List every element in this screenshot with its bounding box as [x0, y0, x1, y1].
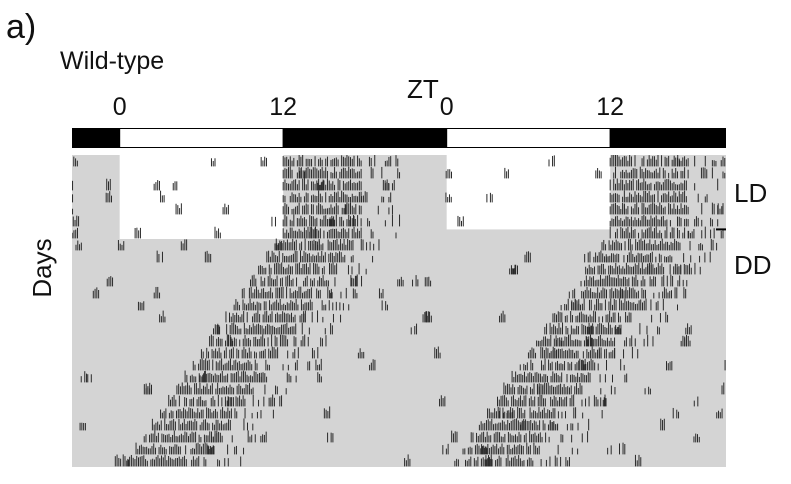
- activity-records: [72, 155, 726, 467]
- day-row: [192, 358, 726, 371]
- dark-period-bar: [609, 128, 726, 148]
- x-tick-label: 12: [596, 93, 625, 121]
- genotype-label: Wild-type: [60, 47, 165, 75]
- day-row: [106, 274, 688, 287]
- x-axis-title: ZT: [407, 74, 439, 104]
- day-row: [213, 322, 692, 335]
- day-row: [72, 202, 724, 215]
- day-row: [209, 334, 691, 347]
- day-row: [156, 250, 711, 263]
- x-tick-label: 0: [439, 93, 454, 121]
- day-row: [159, 310, 669, 323]
- y-axis-title: Days: [27, 238, 57, 298]
- day-row: [137, 298, 678, 311]
- day-row: [72, 214, 719, 227]
- x-tick-label: 12: [269, 93, 298, 121]
- day-row: [80, 370, 628, 383]
- light-period-bar: [446, 128, 611, 148]
- light-dark-bar: [72, 128, 726, 148]
- day-row: [135, 442, 626, 455]
- actogram-plot: [72, 155, 726, 467]
- panel-label: a): [6, 8, 37, 46]
- day-row: [168, 394, 699, 407]
- day-row: [92, 286, 687, 299]
- dark-period-bar: [72, 128, 121, 148]
- light-phase-window: [446, 155, 611, 230]
- day-row: [79, 418, 665, 431]
- day-row: [200, 346, 639, 359]
- day-row: [282, 166, 726, 179]
- day-row: [73, 155, 726, 167]
- light-phase-window: [119, 155, 284, 239]
- day-row: [160, 406, 723, 419]
- phase-label-ld: LD: [734, 178, 768, 208]
- day-row: [72, 190, 708, 203]
- day-row: [114, 454, 642, 467]
- day-row: [72, 226, 724, 239]
- day-row: [75, 238, 718, 251]
- dark-period-bar: [282, 128, 448, 148]
- day-row: [143, 430, 700, 443]
- day-row: [143, 382, 725, 395]
- day-row: [72, 178, 719, 191]
- x-tick-label: 0: [112, 93, 127, 121]
- phase-label-dd: DD: [734, 250, 772, 280]
- day-row: [258, 262, 701, 275]
- light-period-bar: [119, 128, 284, 148]
